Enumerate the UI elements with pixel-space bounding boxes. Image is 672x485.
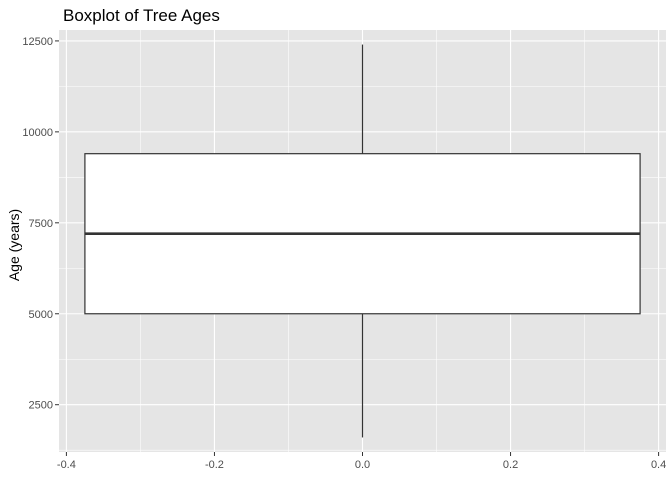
y-tick-label: 10000 — [22, 127, 53, 139]
y-tick-label: 5000 — [29, 309, 53, 321]
x-tick-label: -0.2 — [205, 459, 224, 471]
x-tick-label: 0.2 — [503, 459, 518, 471]
chart-title: Boxplot of Tree Ages — [63, 6, 220, 25]
x-tick-label: 0.4 — [651, 459, 666, 471]
y-tick-label: 2500 — [29, 400, 53, 412]
x-tick-label: 0.0 — [355, 459, 370, 471]
y-tick-label: 12500 — [22, 36, 53, 48]
y-axis-label: Age (years) — [6, 209, 22, 281]
ticks-layer: -0.4 -0.2 0.0 0.2 0.4 2500 5000 7500 10000 12500 — [22, 36, 666, 471]
y-tick-label: 7500 — [29, 218, 53, 230]
x-tick-label: -0.4 — [57, 459, 76, 471]
box-layer — [84, 44, 641, 438]
